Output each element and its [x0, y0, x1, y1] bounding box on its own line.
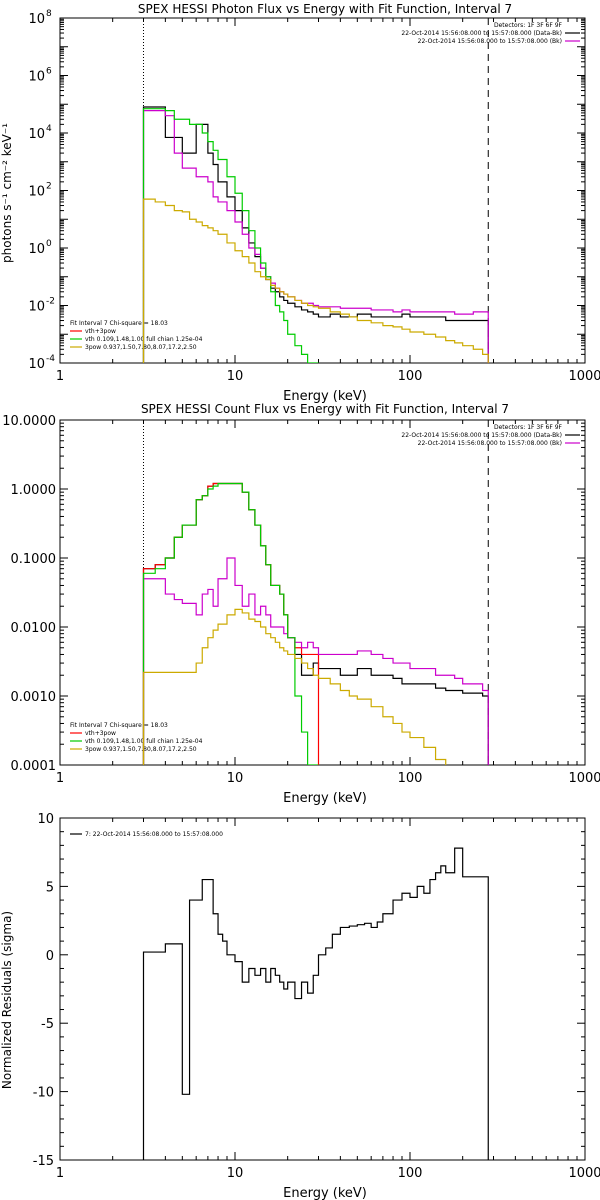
x-tick-label: 1	[56, 1166, 64, 1181]
plot-frame	[59, 17, 586, 364]
y-tick-label: 1.0000	[11, 483, 57, 498]
y-tick-exponent: 0	[46, 239, 52, 249]
x-tick-label: 10	[227, 369, 244, 384]
legend-line: vth+3pow	[85, 328, 116, 335]
y-tick-label: 10	[28, 357, 45, 372]
series-line-0	[142, 482, 489, 765]
y-tick-label: 10	[28, 242, 45, 257]
residuals-y-tick-labels: -15 -10 -5 0 5 10	[33, 812, 54, 1169]
x-tick-label: 1	[56, 771, 64, 786]
residuals-x-tick-labels: 1 10 100 1000	[56, 1166, 600, 1181]
residuals-panel: Normalized Residuals (sigma) Energy (keV…	[0, 812, 600, 1200]
photon-y-axis-label: photons s⁻¹ cm⁻² keV⁻¹	[0, 123, 14, 263]
series-line-2	[142, 108, 319, 363]
info-line: Detectors: 1F 3F 6F 9F	[494, 424, 563, 431]
y-tick-exponent: 6	[46, 67, 52, 77]
y-tick-label: 10	[28, 127, 45, 142]
photon-x-axis-label: Energy (keV)	[283, 389, 367, 404]
count-flux-panel: SPEX HESSI Count Flux vs Energy with Fit…	[2, 402, 600, 806]
residuals-x-axis-label: Energy (keV)	[283, 1186, 367, 1200]
info-line: Detectors: 1F 3F 6F 9F	[494, 22, 563, 29]
count-chart-title: SPEX HESSI Count Flux vs Energy with Fit…	[141, 402, 509, 416]
y-tick-exponent: -2	[46, 297, 55, 307]
legend-line: 7: 22-Oct-2014 15:56:08.000 to 15:57:08.…	[85, 831, 223, 838]
photon-flux-panel: SPEX HESSI Photon Flux vs Energy with Fi…	[0, 2, 600, 404]
x-tick-label: 10	[227, 771, 244, 786]
x-tick-label: 100	[398, 771, 423, 786]
x-tick-label: 100	[398, 369, 423, 384]
series-line-4	[142, 608, 447, 765]
legend-line: Fit Interval 7 Chi-square = 18.03	[70, 320, 168, 327]
y-tick-exponent: -4	[46, 354, 55, 364]
x-tick-label: 100	[398, 1166, 423, 1181]
y-tick-label: -15	[33, 1154, 54, 1169]
plot-frame	[59, 419, 586, 766]
series-line-1	[142, 482, 320, 765]
info-line: 22-Oct-2014 15:56:08.000 to 15:57:08.000…	[401, 432, 562, 439]
info-line: 22-Oct-2014 15:56:08.000 to 15:57:08.000…	[418, 38, 562, 45]
photon-x-tick-labels: 1 10 100 1000	[56, 369, 600, 384]
legend-line: 3pow 0.937,1.50,7.80,8.07,17.2,2.50	[85, 344, 197, 351]
x-tick-label: 1000	[568, 1166, 600, 1181]
y-tick-exponent: 4	[46, 124, 52, 134]
count-fit-legend: Fit Interval 7 Chi-square = 18.03vth+3po…	[70, 722, 203, 753]
y-tick-label: 0.0001	[11, 759, 57, 774]
y-tick-label: 10	[28, 12, 45, 27]
y-tick-label: 0.0100	[11, 621, 57, 636]
legend-line: 3pow 0.937,1.50,7.80,8.07,17.2,2.50	[85, 746, 197, 753]
photon-fit-legend: Fit Interval 7 Chi-square = 18.03vth+3po…	[70, 320, 203, 351]
legend-line: Fit Interval 7 Chi-square = 18.03	[70, 722, 168, 729]
x-tick-label: 10	[227, 1166, 244, 1181]
x-tick-label: 1000	[568, 771, 600, 786]
y-tick-label: 10	[28, 185, 45, 200]
count-x-tick-labels: 1 10 100 1000	[56, 771, 600, 786]
y-tick-label: -5	[41, 1017, 54, 1032]
series-line-2	[142, 557, 489, 765]
y-tick-label: 0.1000	[11, 552, 57, 567]
series-line-0	[142, 106, 489, 363]
y-tick-label: 0	[46, 949, 54, 964]
y-tick-label: 10	[28, 70, 45, 85]
count-y-tick-labels: 0.0001 0.0010 0.0100 0.1000 1.0000 10.0000	[2, 414, 56, 774]
info-line: 22-Oct-2014 15:56:08.000 to 15:57:08.000…	[418, 440, 562, 447]
legend-line: vth+3pow	[85, 730, 116, 737]
y-tick-label: 10	[37, 812, 54, 827]
series-line-3	[142, 482, 319, 765]
series-line-1	[142, 110, 489, 363]
series-line-3	[142, 198, 489, 363]
y-tick-label: 0.0010	[11, 690, 57, 705]
series-line-0	[142, 847, 489, 1160]
residuals-legend: 7: 22-Oct-2014 15:56:08.000 to 15:57:08.…	[70, 831, 223, 838]
count-x-axis-label: Energy (keV)	[283, 791, 367, 806]
y-tick-label: 5	[46, 880, 54, 895]
x-tick-label: 1000	[568, 369, 600, 384]
info-line: 22-Oct-2014 15:56:08.000 to 15:57:08.000…	[401, 30, 562, 37]
residuals-y-axis-label: Normalized Residuals (sigma)	[0, 911, 14, 1089]
y-tick-exponent: 8	[46, 9, 52, 19]
x-tick-label: 1	[56, 369, 64, 384]
y-tick-exponent: 2	[46, 182, 52, 192]
y-tick-label: -10	[33, 1086, 54, 1101]
photon-chart-title: SPEX HESSI Photon Flux vs Energy with Fi…	[138, 2, 512, 16]
y-tick-label: 10	[28, 300, 45, 315]
y-tick-label: 10.0000	[2, 414, 56, 429]
plot-frame	[59, 817, 586, 1161]
